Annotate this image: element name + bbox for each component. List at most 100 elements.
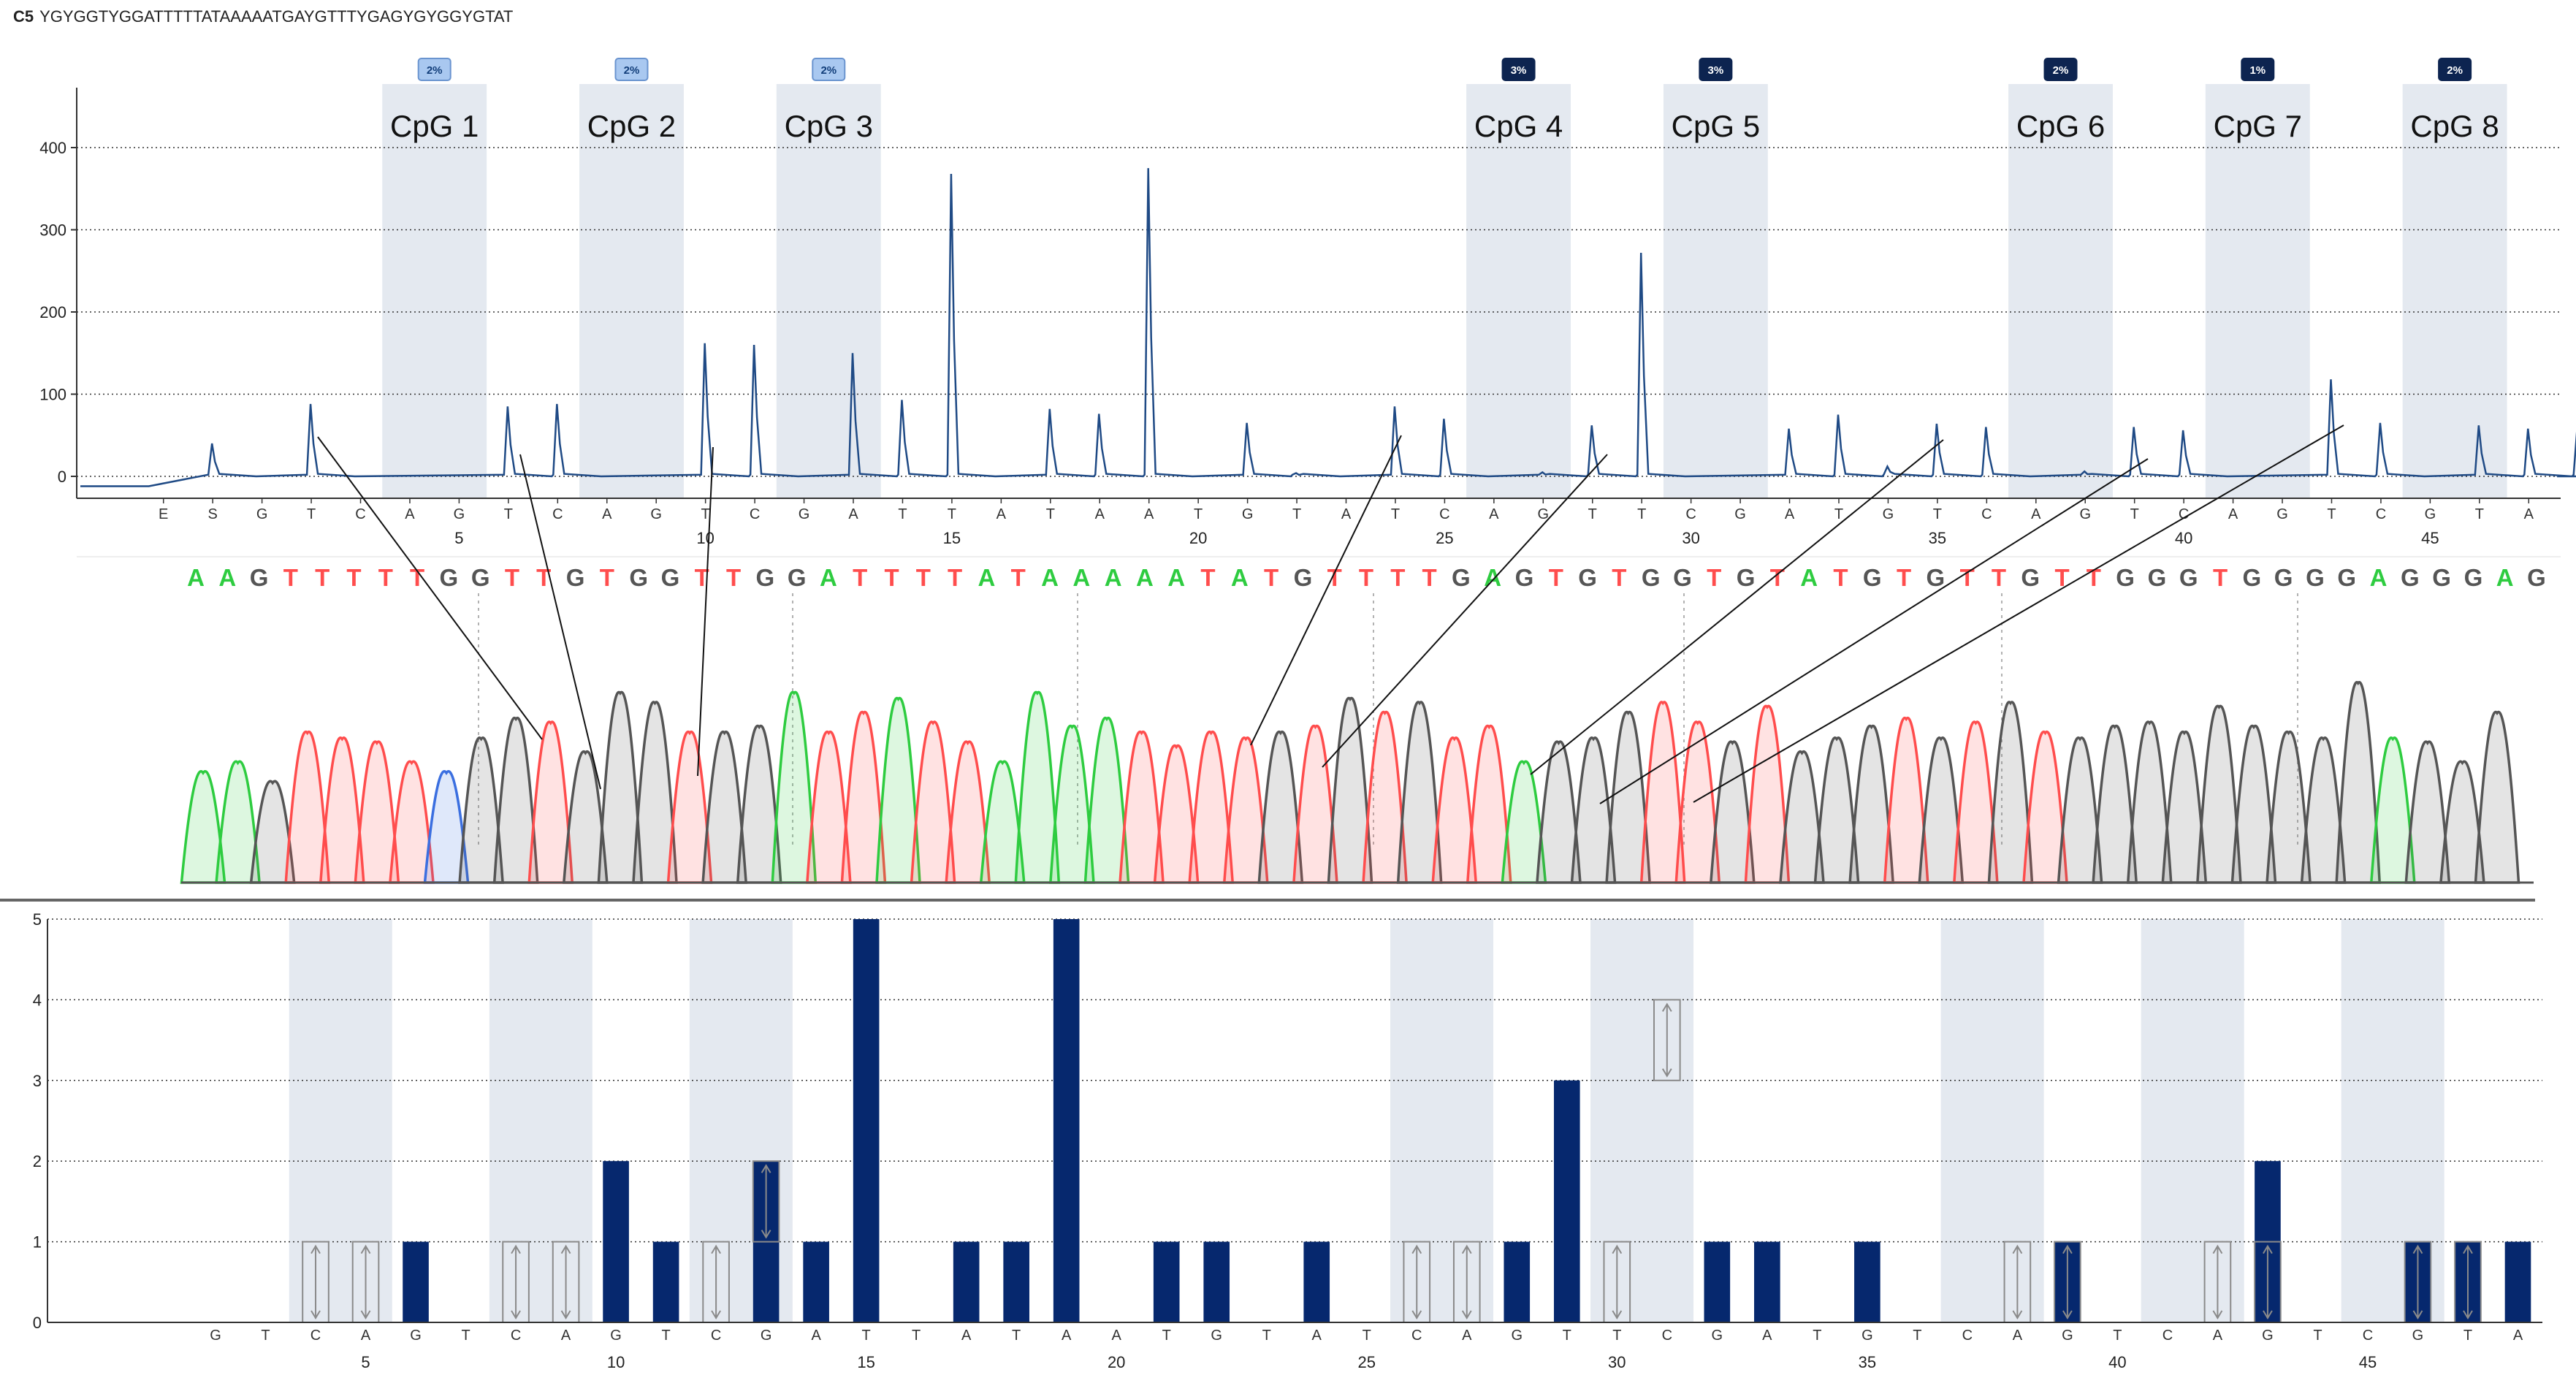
chromatogram-peak [1153, 744, 1200, 884]
y-tick-label: 0 [58, 468, 66, 486]
cpg-band [489, 919, 592, 1322]
dispensation-label: C [1981, 506, 1992, 522]
chromatogram-peak [2474, 710, 2520, 884]
dispensation-label: A [848, 506, 858, 522]
pyrogram-grid [77, 147, 2561, 477]
base-call: G [2116, 564, 2135, 591]
cpg-label: CpG 6 [2016, 109, 2105, 143]
y-tick-label: 100 [39, 386, 66, 404]
histogram-bar [1854, 1241, 1880, 1322]
dispensation-label: G [1242, 506, 1254, 522]
cpg-labels: CpG 1 2% CpG 2 2% CpG 3 2% CpG 4 3% CpG 5 3% CpG 6… [390, 58, 2499, 143]
histogram-bar [1203, 1241, 1230, 1322]
x-tick-label: 25 [1436, 529, 1453, 547]
cpg-band [2008, 84, 2113, 498]
cpg-percent-badge [812, 58, 846, 81]
base-call: T [1549, 564, 1563, 591]
variable-range-arrowheads [2212, 1244, 2223, 1319]
sample-id: C5 [13, 7, 34, 26]
base-call: T [505, 564, 519, 591]
dispensation-label: A [1785, 506, 1795, 522]
cpg-percent-badge [1699, 58, 1733, 81]
histogram-base-label: T [1262, 1328, 1271, 1344]
cpg-percent-badge [2241, 58, 2275, 81]
base-call: T [1960, 564, 1975, 591]
chromatogram-peak [736, 724, 782, 884]
variable-range-arrowheads [1661, 1002, 1672, 1078]
chromatogram-peak [2092, 724, 2138, 884]
dispensation-label: T [504, 506, 513, 522]
base-call: T [1011, 564, 1026, 591]
dispensation-label: A [1489, 506, 1499, 522]
base-call: T [283, 564, 298, 591]
chromatogram-peak [1709, 740, 1756, 884]
base-call: T [378, 564, 393, 591]
base-call: T [2087, 564, 2101, 591]
chromatogram-peak [597, 690, 644, 884]
base-call: G [471, 564, 490, 591]
base-call: A [1231, 564, 1249, 591]
chromatogram-peak [1083, 716, 1130, 884]
variable-range-arrowheads [511, 1244, 521, 1319]
x-tick-label: 20 [1189, 529, 1207, 547]
dispensation-label: G [1734, 506, 1746, 522]
chromatogram-peak [2266, 730, 2312, 884]
cpg-percent-value: 2% [2447, 64, 2463, 77]
variable-range-box [1653, 999, 1681, 1081]
histogram-base-label: T [1012, 1328, 1021, 1344]
dispensation-label: G [2276, 506, 2288, 522]
chromatogram-peak [701, 730, 748, 884]
cpg-connector [697, 446, 714, 777]
cpg-connector [1530, 439, 1944, 775]
cpg-percent-value: 2% [427, 64, 443, 77]
pyrogram-cpg-bands [382, 84, 2507, 498]
histogram-base-label: G [1511, 1328, 1523, 1344]
histogram-base-label: T [862, 1328, 871, 1344]
base-call: G [2527, 564, 2546, 591]
chromatogram-peak [1918, 736, 1965, 884]
dispensation-label: T [1588, 506, 1597, 522]
histogram-bar [652, 1241, 679, 1322]
x-tick-label: 45 [2421, 529, 2439, 547]
chromatogram-peak [2404, 740, 2451, 884]
base-call: T [1707, 564, 1721, 591]
base-call: G [1452, 564, 1471, 591]
chromatogram-peak [2022, 730, 2068, 884]
base-call: T [536, 564, 551, 591]
chromatogram-peak [2126, 720, 2173, 884]
histogram-base-label: C [2363, 1328, 2373, 1344]
histogram-base-label: C [1662, 1328, 1672, 1344]
sequence-header: C5 YGYGGTYGGATTTTTATAAAAATGAYGTTTYGAGYGYG… [13, 7, 513, 26]
base-call: A [1167, 564, 1185, 591]
cpg-connector [317, 436, 543, 740]
base-call: T [2213, 564, 2228, 591]
cpg-percent-value: 2% [820, 64, 837, 77]
base-call: G [2306, 564, 2325, 591]
y-tick-label: 300 [39, 221, 66, 240]
base-call: T [1327, 564, 1342, 591]
histogram-base-label: T [1363, 1328, 1371, 1344]
chromatogram-peak [180, 770, 226, 884]
y-tick-label: 0 [33, 1314, 42, 1332]
chromatogram-peak [1639, 701, 1686, 884]
variable-range-arrowheads [2012, 1244, 2023, 1319]
histogram-bar [953, 1241, 980, 1322]
histogram-base-label: T [661, 1328, 670, 1344]
chromatogram-peak [1848, 724, 1895, 884]
cpg-band [1590, 919, 1694, 1322]
chromatogram-peak [1952, 720, 1999, 884]
x-tick-label: 10 [696, 529, 714, 547]
chromatogram-peak [527, 720, 574, 884]
cpg-band [2402, 84, 2507, 498]
chromatogram-peak [1188, 730, 1235, 884]
base-call: A [1041, 564, 1059, 591]
pyrogram-trace [80, 168, 2576, 487]
histogram-base-label: A [811, 1328, 821, 1344]
dispensation-label: E [159, 506, 168, 522]
histogram-bar [1704, 1241, 1731, 1322]
histogram-bar [1003, 1241, 1029, 1322]
cpg-percent-badge [2043, 58, 2078, 81]
dispensation-label: A [1341, 506, 1352, 522]
base-call: T [1770, 564, 1785, 591]
cpg-label: CpG 1 [390, 109, 479, 143]
